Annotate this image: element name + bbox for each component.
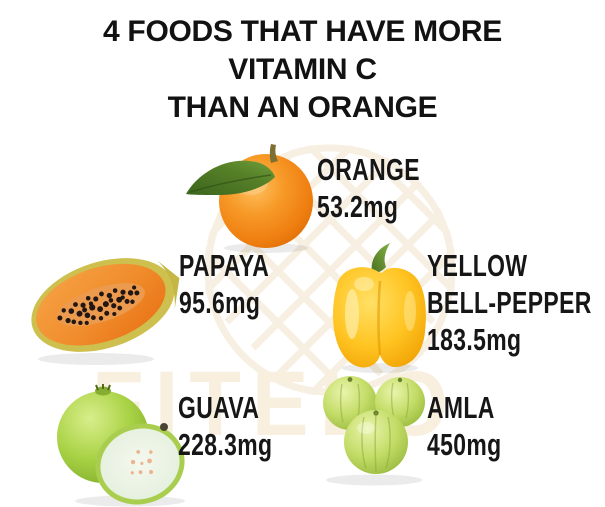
papaya-label: PAPAYA 95.6mg <box>179 247 269 321</box>
orange-label: ORANGE 53.2mg <box>317 151 420 225</box>
food-name: BELL-PEPPER <box>427 285 592 320</box>
food-amount: 450mg <box>427 427 502 462</box>
food-amount: 95.6mg <box>179 285 261 320</box>
food-name: ORANGE <box>317 152 420 187</box>
food-name: YELLOW <box>427 248 528 283</box>
food-name: AMLA <box>427 390 495 425</box>
guava-label: GUAVA 228.3mg <box>178 389 272 463</box>
title-line-3: THAN AN ORANGE <box>167 91 438 124</box>
page-title: 4 FOODS THAT HAVE MORE VITAMIN C THAN AN… <box>0 13 605 127</box>
amla-label: AMLA 450mg <box>427 389 502 463</box>
food-amount: 183.5mg <box>427 322 522 357</box>
amla-image <box>323 376 425 486</box>
food-amount: 53.2mg <box>317 189 399 224</box>
title-line-1: 4 FOODS THAT HAVE MORE <box>103 15 502 48</box>
yellow-bell-pepper-image <box>333 243 426 373</box>
yellow-bell-pepper-label: YELLOW BELL-PEPPER 183.5mg <box>427 247 592 358</box>
food-name: GUAVA <box>178 390 260 425</box>
title-line-2: VITAMIN C <box>228 53 377 86</box>
guava-image <box>57 384 185 507</box>
food-amount: 228.3mg <box>178 427 273 462</box>
orange-image <box>186 144 313 253</box>
papaya-image <box>31 258 180 365</box>
food-name: PAPAYA <box>179 248 270 283</box>
